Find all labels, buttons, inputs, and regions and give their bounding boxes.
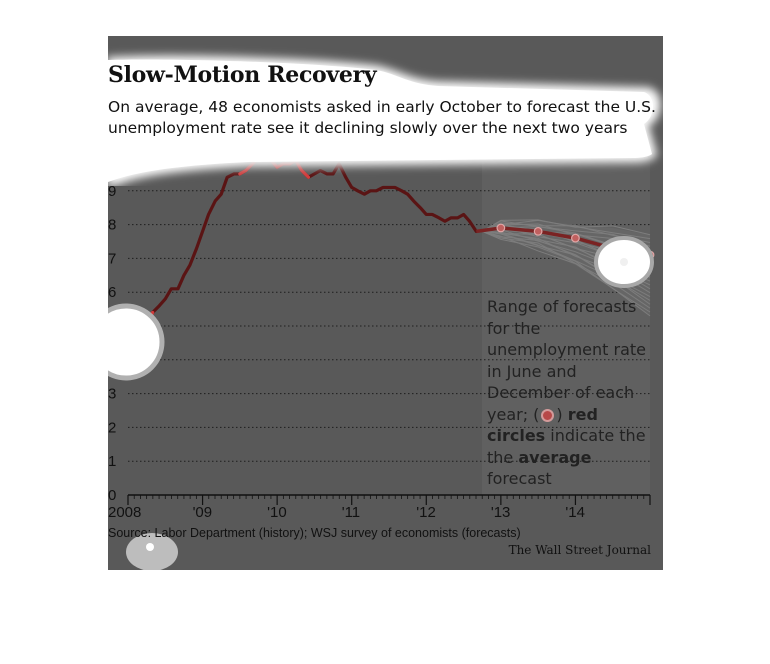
x-tick-label: '09 [193,504,213,521]
y-tick-label: 0 [108,487,116,504]
history-highlight-segment [126,310,155,331]
y-tick-label: 4 [108,352,116,369]
forecast-line [482,230,651,313]
x-tick-labels: 2008 '09 '10 '11 '12 '13 '14 [108,504,585,521]
annotation-text: forecast [487,469,552,488]
header-highlight [108,53,663,186]
y-tick-label: 8 [108,217,116,234]
y-tick-label: 5 [108,318,116,335]
y-tick-label: 9 [108,183,116,200]
y-tick-label: 3 [108,386,116,403]
red-circle-icon [541,408,555,422]
annotation-bold-average: average [518,447,592,467]
average-forecast-circle [608,243,618,253]
annotation-text: indicate the the [487,426,646,467]
axes [127,494,651,505]
range-annotation: Range of forecasts for the unemployment … [487,296,657,490]
y-tick-label: 2 [108,419,116,436]
x-tick-label: '14 [565,504,585,521]
y-tick-label: 1 [108,453,116,470]
x-tick-label: '11 [342,504,360,521]
chart-title: Slow-Motion Recovery [108,62,377,88]
source-note: Source: Labor Department (history); WSJ … [108,526,521,540]
x-tick-label: '13 [491,504,511,521]
y-tick-label: 7 [108,250,116,267]
annotation-bold-red-circles: red circles [487,404,598,446]
forecast-line [481,219,651,236]
annotation-text: ) [556,404,568,424]
annotation-text: Range of forecasts for the unemployment … [487,297,646,424]
forecast-region [482,151,650,495]
chart-header: Slow-Motion Recovery On average, 48 econ… [108,36,663,186]
x-tick-label: '10 [267,504,287,521]
x-tick-label: '12 [416,504,436,521]
average-forecast-circle [533,226,543,236]
average-forecast-circle [571,233,580,243]
average-forecast-circle [496,223,506,233]
average-forecast-circle [645,250,655,260]
publisher-credit: The Wall Street Journal [508,543,651,557]
y-tick-label: 6 [108,284,116,301]
x-tick-label: 2008 [108,504,141,521]
chart-subtitle: On average, 48 economists asked in early… [108,98,656,137]
